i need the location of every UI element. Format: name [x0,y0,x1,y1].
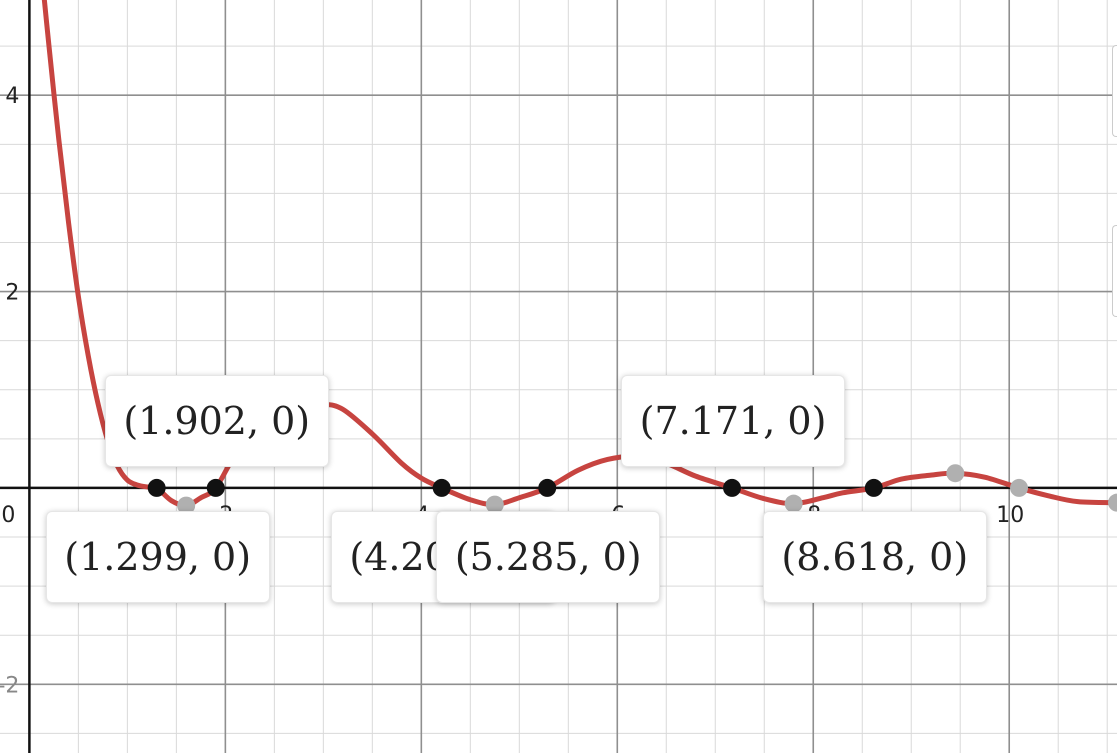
zero-point-callout: (1.299, 0) [45,510,270,603]
zero-point [206,478,225,497]
extremum-point [177,496,196,515]
panel-edge-handle[interactable] [1112,45,1117,137]
extremum-point [784,494,803,513]
zero-point [432,478,451,497]
zero-points [147,478,883,497]
zero-point [147,478,166,497]
zero-point-callout: (8.618, 0) [762,510,987,603]
zero-point-callout: (7.171, 0) [621,374,846,467]
y-tick-label: 2 [5,281,19,306]
zero-point [723,478,742,497]
x-tick-label: 10 [996,503,1024,528]
zero-point-callout: (1.902, 0) [104,374,329,467]
extremum-point [946,464,965,483]
panel-edge-handle[interactable] [1112,225,1117,317]
y-tick-label: -2 [0,673,19,698]
zero-point-callout: (5.285, 0) [436,510,661,603]
zero-point [864,478,883,497]
extremum-point [1108,493,1117,512]
y-tick-label: 4 [5,84,19,109]
extremum-point [1010,478,1029,497]
zero-point [538,478,557,497]
origin-label: 0 [1,503,15,528]
extremum-point [485,495,504,514]
